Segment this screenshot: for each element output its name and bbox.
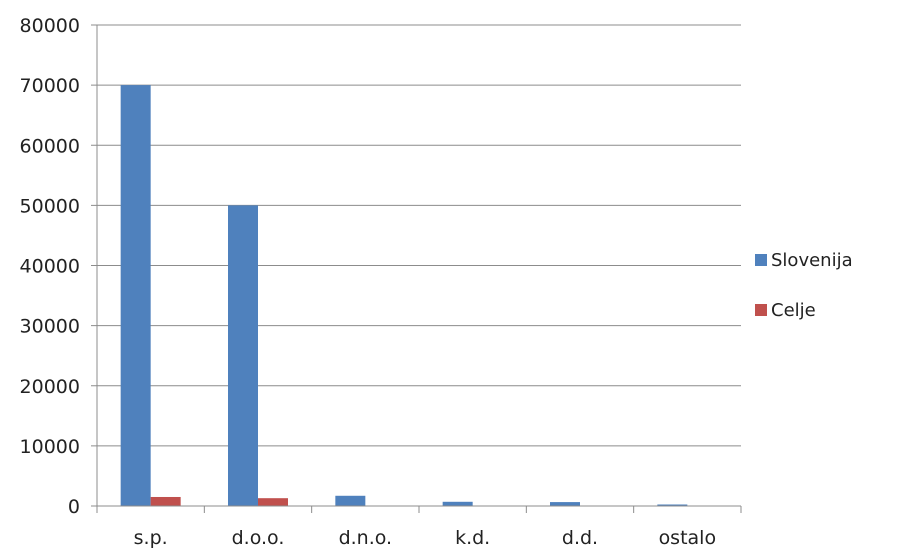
- legend-label-slovenija: Slovenija: [771, 250, 853, 271]
- y-tick-label: 80000: [20, 15, 80, 37]
- y-tick-label: 50000: [20, 195, 80, 217]
- gridlines: [97, 24, 741, 447]
- bar-slovenija-sp: [120, 85, 151, 506]
- y-tick-label: 0: [68, 496, 80, 518]
- y-tick-label: 30000: [20, 316, 80, 338]
- x-tick-label: d.d.: [562, 527, 598, 549]
- legend: Slovenija Celje: [755, 250, 853, 321]
- x-tick-label: d.o.o.: [232, 527, 285, 549]
- bars: [120, 85, 718, 506]
- y-tick-label: 70000: [20, 75, 80, 97]
- bar-slovenija-kd: [442, 501, 473, 506]
- x-tick-label: s.p.: [134, 527, 168, 549]
- y-tick-label: 60000: [20, 135, 80, 157]
- x-tick-label: k.d.: [455, 527, 490, 549]
- bar-slovenija-doo: [228, 205, 258, 506]
- y-tick-label: 40000: [20, 256, 80, 278]
- bar-slovenija-dd: [550, 502, 580, 506]
- y-tick-label: 10000: [20, 436, 80, 458]
- x-tick-label: d.n.o.: [339, 527, 393, 549]
- x-tick-label: ostalo: [659, 527, 717, 549]
- x-axis-ticks: s.p. d.o.o. d.n.o. k.d. d.d. ostalo: [96, 506, 742, 549]
- y-axis-ticks: 0 10000 20000 30000 40000 50000 60000 70000 8000…: [20, 15, 97, 518]
- bar-slovenija-ostalo: [657, 504, 688, 506]
- legend-label-celje: Celje: [771, 300, 816, 321]
- legend-swatch-celje: [755, 304, 767, 316]
- bar-slovenija-dno: [335, 495, 366, 506]
- bar-celje-doo: [258, 498, 288, 506]
- legend-swatch-slovenija: [755, 254, 767, 266]
- y-tick-label: 20000: [20, 376, 80, 398]
- bar-celje-sp: [150, 496, 181, 506]
